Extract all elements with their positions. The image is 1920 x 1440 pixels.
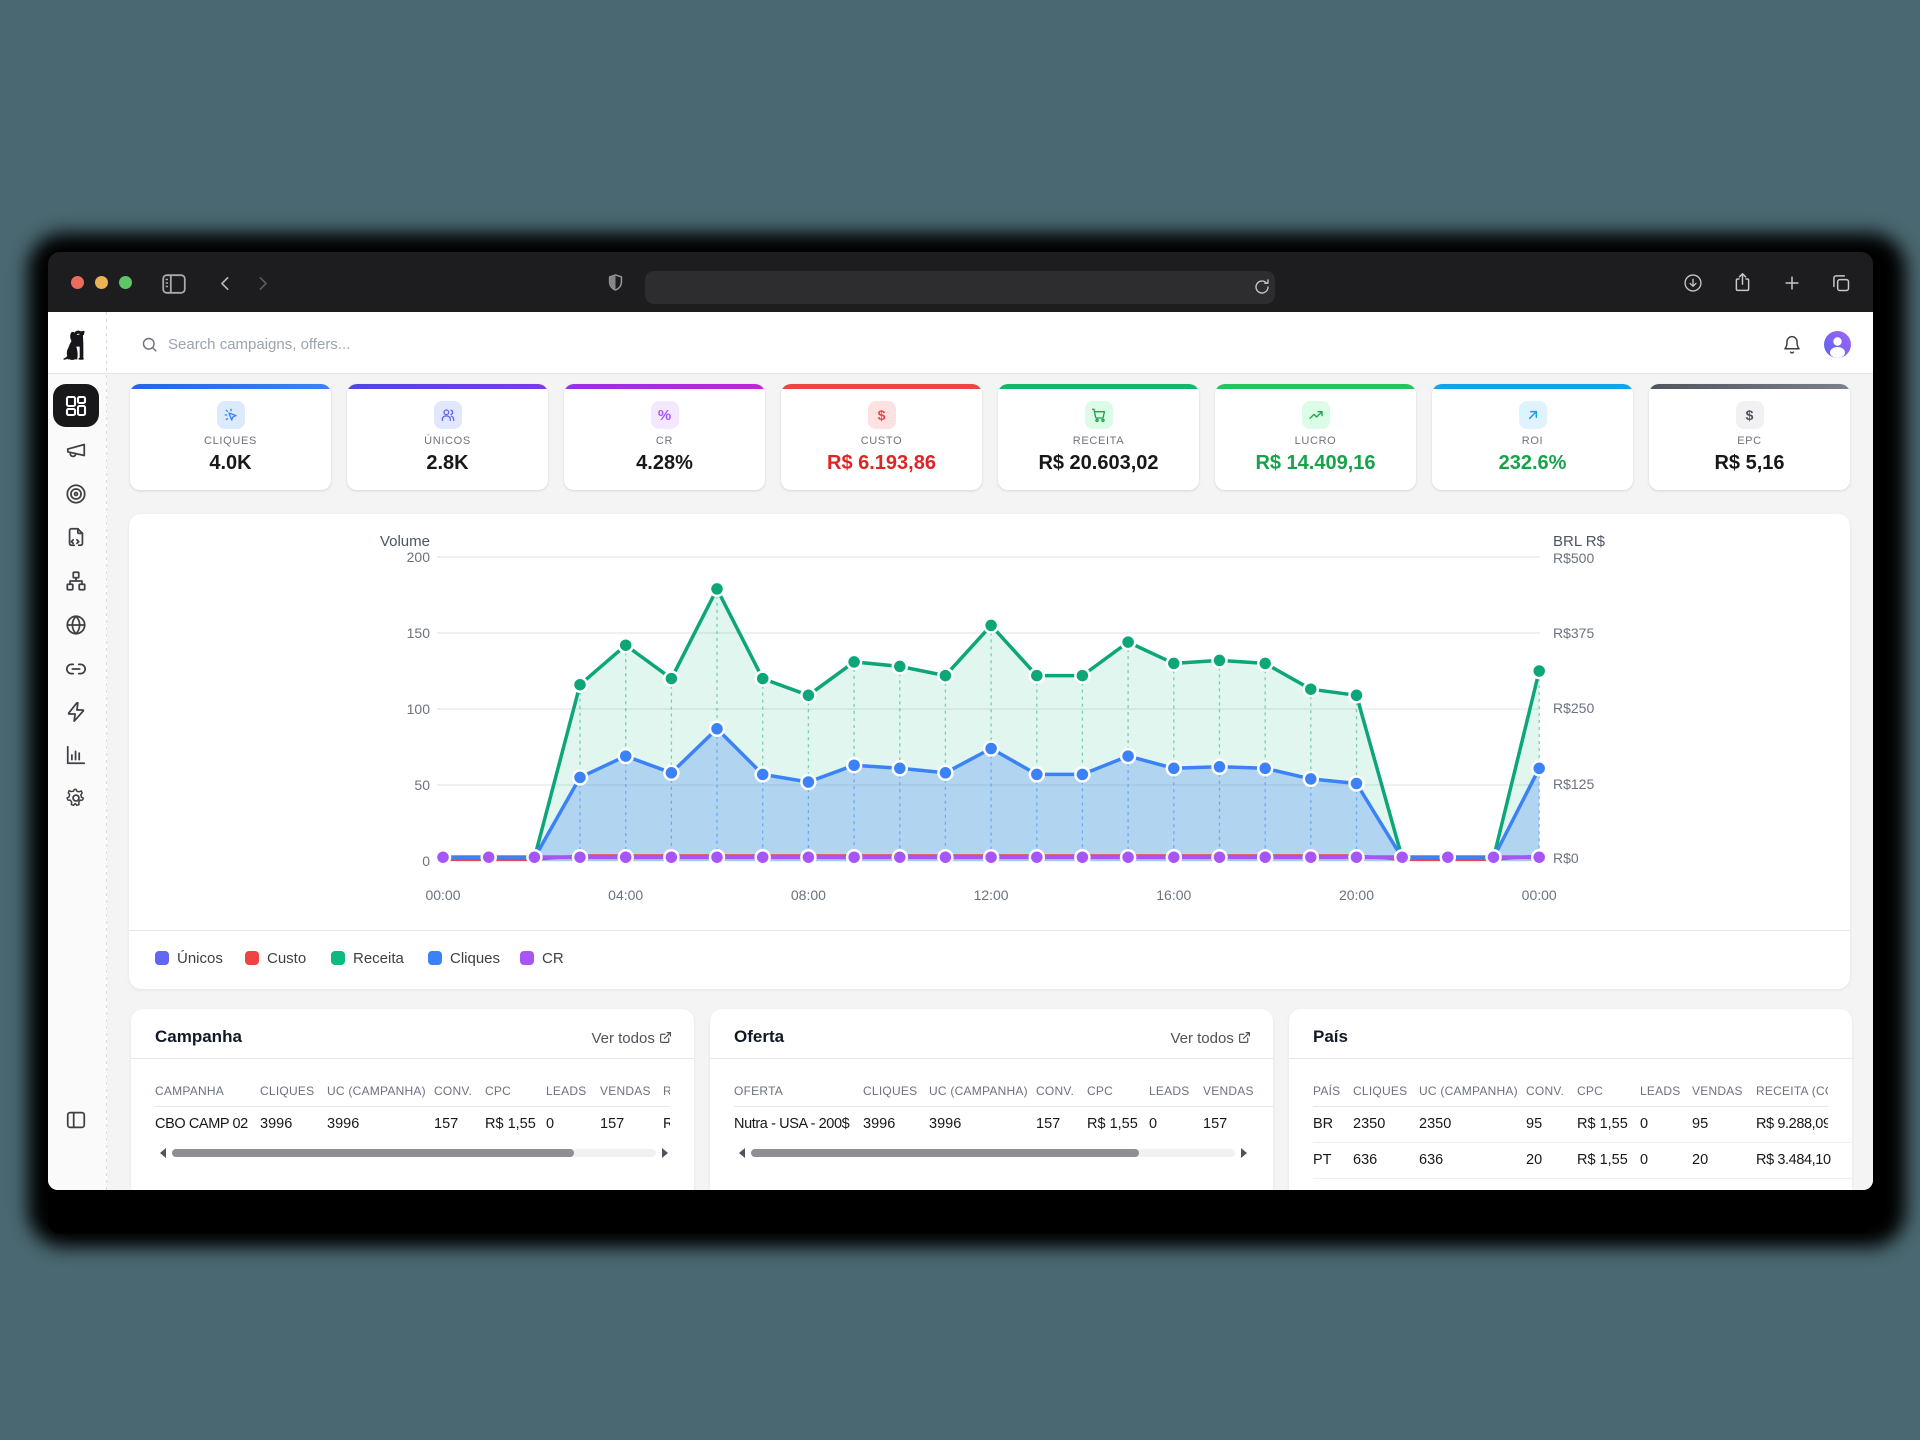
svg-text:08:00: 08:00 [791,887,826,903]
svg-text:00:00: 00:00 [1522,887,1557,903]
svg-text:20:00: 20:00 [1339,887,1374,903]
svg-text:100: 100 [407,701,431,717]
svg-text:200: 200 [407,549,431,565]
svg-text:R$125: R$125 [1553,776,1594,792]
svg-text:R$500: R$500 [1553,550,1594,566]
svg-text:R$250: R$250 [1553,700,1594,716]
svg-text:04:00: 04:00 [608,887,643,903]
svg-text:16:00: 16:00 [1156,887,1191,903]
svg-text:12:00: 12:00 [974,887,1009,903]
svg-text:BRL R$: BRL R$ [1553,533,1606,550]
svg-text:0: 0 [422,853,430,869]
svg-text:R$375: R$375 [1553,625,1594,641]
svg-text:50: 50 [414,777,430,793]
svg-text:Volume: Volume [380,533,430,550]
svg-text:00:00: 00:00 [425,887,460,903]
svg-text:150: 150 [407,625,431,641]
svg-text:R$0: R$0 [1553,850,1579,866]
